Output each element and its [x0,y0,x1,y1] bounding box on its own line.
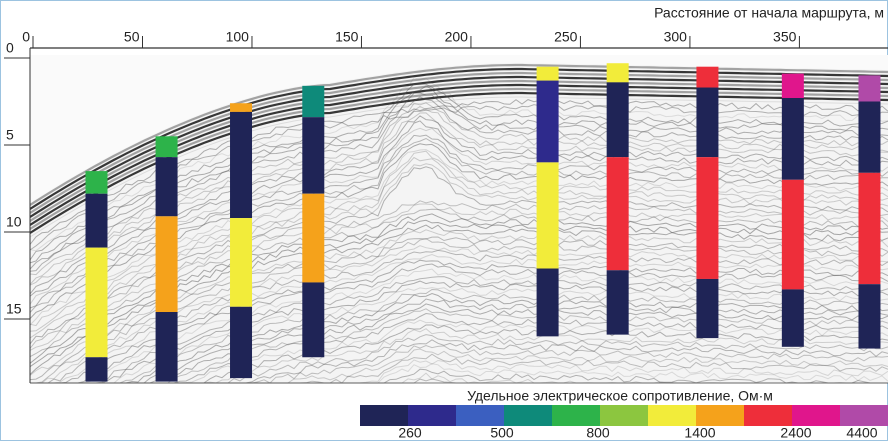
colorbar-cell [744,405,793,426]
layer [781,98,804,180]
reflector [30,348,888,384]
colorbar-title: Удельное электрическое сопротивление, Ом… [467,388,773,404]
layer [606,82,629,158]
layer [230,218,253,307]
colorbar-cell [552,405,601,426]
reflector [30,339,888,384]
layer [858,284,881,349]
layer [696,87,719,158]
reflector [30,368,888,384]
layer [85,357,108,382]
colorbar-cell [792,405,841,426]
layer [155,157,178,217]
x-tick-label: 350 [773,29,797,45]
reflector [30,328,888,384]
colorbar-tick-label: 260 [398,425,422,441]
layer [85,171,108,194]
layer [85,247,108,358]
colorbar-cell [456,405,505,426]
layer [858,101,881,173]
reflector [30,319,888,384]
layer [302,117,325,194]
reflector [30,372,888,384]
layer [85,193,108,248]
layer [155,216,178,313]
layer [781,73,804,99]
layer [781,289,804,347]
y-tick-label: 10 [6,214,22,230]
reflector [30,359,888,384]
reflector [29,67,888,210]
colorbar-tick-label: 4400 [846,425,877,441]
colorbar-cell [408,405,457,426]
x-tick-label: 0 [22,29,30,45]
layer [230,306,253,379]
colorbar-cell [696,405,745,426]
layer [781,179,804,290]
colorbar-tick-label: 1400 [684,425,715,441]
reflector [29,63,888,206]
layer [536,268,559,337]
layer [606,63,629,83]
colorbar-cell [648,405,697,426]
colorbar-tick-label: 800 [586,425,610,441]
layer [696,157,719,279]
x-tick-label: 250 [554,29,578,45]
x-tick-label: 200 [445,29,469,45]
layer [302,282,325,358]
reflector [30,353,888,384]
x-tick-label: 150 [335,29,359,45]
x-tick-label: 300 [664,29,688,45]
layer [155,136,178,158]
layer [606,270,629,335]
sky [30,55,888,203]
layer [696,66,719,88]
layer [606,157,629,271]
reflector [30,312,888,384]
reflector [30,334,888,384]
reflector [30,344,888,384]
x-tick-label: 100 [226,29,250,45]
colorbar-tick-label: 2400 [780,425,811,441]
x-axis-title: Расстояние от начала маршрута, м [654,5,884,21]
layer [536,66,559,81]
reflector [30,363,888,384]
colorbar-cell [360,405,409,426]
colorbar-cell [504,405,553,426]
layer [302,85,325,118]
reflector [29,71,888,214]
layer [858,172,881,285]
y-tick-label: 5 [6,127,14,143]
y-tick-label: 15 [6,301,22,317]
layer [302,193,325,283]
reflector [30,378,888,384]
layer [155,312,178,382]
layer [858,75,881,102]
layer [536,162,559,269]
colorbar-cell [840,405,888,426]
reflector [30,324,888,384]
layer [230,111,253,219]
layer [696,278,719,339]
colorbar-cell [600,405,649,426]
colorbar-tick-label: 500 [490,425,514,441]
x-tick-label: 50 [124,29,140,45]
layer [536,80,559,163]
y-tick-label: 0 [6,40,14,56]
layer [230,103,253,112]
